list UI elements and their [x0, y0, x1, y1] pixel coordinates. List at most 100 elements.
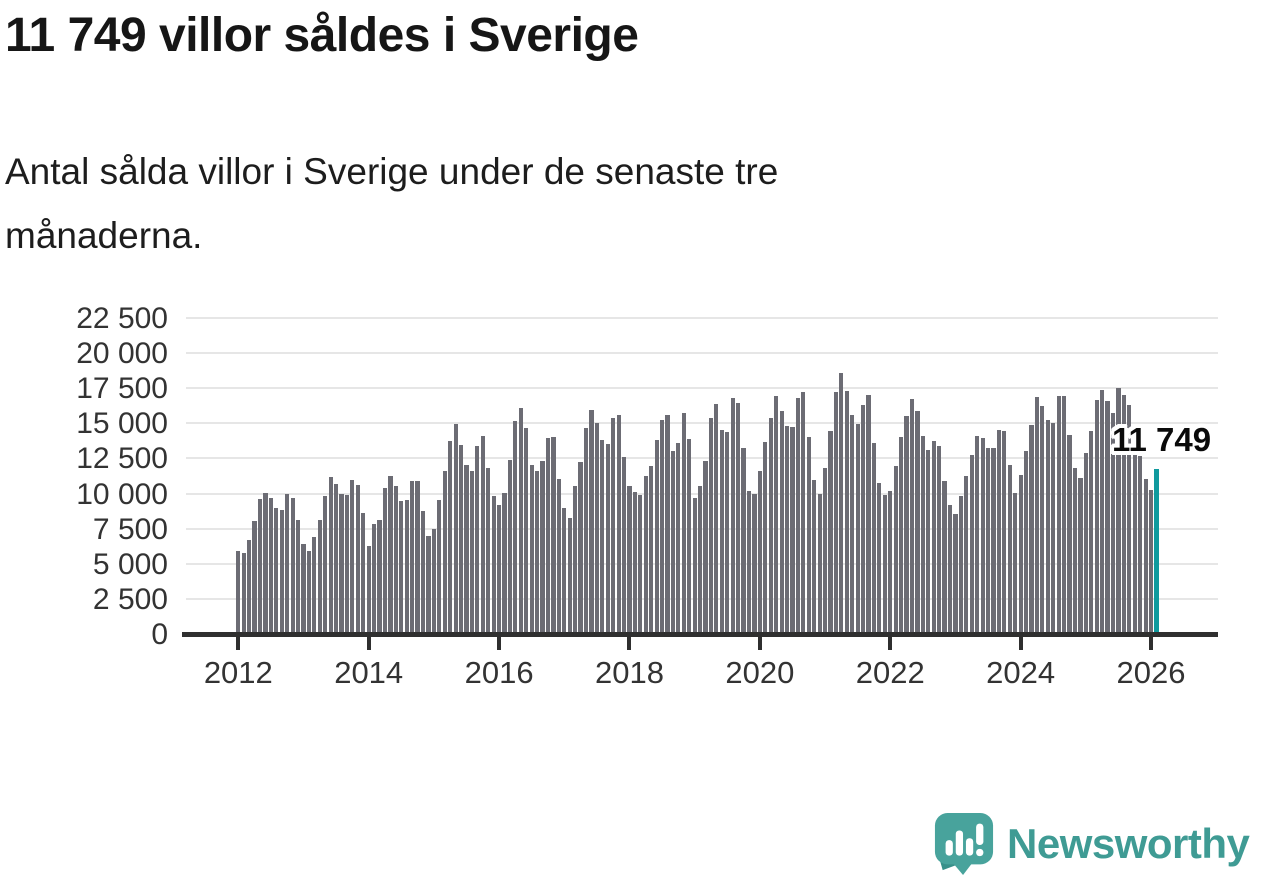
bar — [915, 411, 920, 634]
y-tick-label: 7 500 — [92, 512, 168, 546]
bar — [757, 471, 762, 634]
gridline — [186, 457, 1218, 460]
bar — [404, 499, 409, 634]
bar — [638, 494, 643, 634]
bar — [1121, 394, 1126, 634]
bar — [496, 504, 502, 634]
bar — [991, 447, 996, 634]
bar — [366, 546, 371, 634]
bar — [719, 429, 724, 634]
bar — [659, 419, 665, 634]
bar — [388, 476, 393, 634]
bar — [681, 412, 686, 634]
bar — [632, 492, 637, 634]
bar — [464, 464, 469, 634]
bar — [372, 524, 377, 634]
bar — [616, 414, 621, 634]
y-tick-label: 5 000 — [92, 547, 168, 581]
bar — [535, 471, 540, 634]
bar — [741, 447, 746, 634]
bar — [247, 539, 252, 634]
bar — [274, 508, 279, 634]
x-tick-label: 2016 — [464, 655, 534, 690]
bar — [763, 442, 768, 634]
bar — [295, 519, 301, 634]
bar — [573, 485, 578, 634]
bar — [241, 553, 246, 634]
bar — [958, 496, 963, 634]
bar — [285, 494, 290, 634]
bar — [611, 417, 616, 634]
bar — [556, 478, 561, 634]
bar — [860, 404, 866, 634]
bar — [410, 481, 415, 634]
bar — [1018, 475, 1023, 634]
bar — [453, 423, 458, 634]
x-axis-tick — [627, 637, 632, 650]
bar — [676, 442, 681, 634]
bar — [725, 432, 730, 634]
bar — [1023, 451, 1029, 634]
bar — [475, 446, 480, 634]
bar — [355, 485, 360, 634]
bar — [437, 499, 442, 634]
x-tick-label: 2022 — [855, 655, 925, 690]
y-tick-label: 2 500 — [92, 582, 168, 616]
bar — [524, 428, 529, 634]
bar — [1045, 419, 1050, 634]
bar — [1105, 401, 1110, 634]
bar — [866, 394, 871, 634]
bar — [985, 447, 991, 634]
bar — [312, 537, 317, 634]
bar — [833, 392, 839, 634]
y-tick-label: 0 — [151, 618, 168, 651]
bar — [844, 390, 849, 634]
bar — [654, 439, 659, 634]
bar — [1051, 422, 1056, 634]
chart-subtitle: Antal sålda villor i Sverige under de se… — [5, 151, 779, 256]
bar — [290, 498, 295, 634]
bar — [1078, 477, 1083, 634]
bar — [377, 519, 382, 634]
x-axis-tick — [1149, 637, 1154, 650]
bar — [469, 471, 474, 634]
bar — [850, 414, 855, 634]
bar — [491, 496, 496, 634]
bar — [687, 438, 692, 634]
x-axis-tick — [757, 637, 762, 650]
bar — [1100, 390, 1105, 634]
bar — [1110, 412, 1116, 634]
bar — [947, 504, 953, 634]
bar — [594, 423, 599, 634]
bar — [643, 476, 648, 634]
bar — [545, 437, 551, 634]
x-tick-label: 2014 — [334, 655, 404, 690]
bar — [431, 528, 436, 634]
y-tick-label: 12 500 — [76, 442, 168, 476]
bar — [1138, 455, 1143, 634]
bar — [942, 481, 947, 634]
bar — [714, 403, 719, 634]
bar — [1132, 426, 1137, 634]
bar — [871, 442, 877, 634]
bar — [768, 417, 773, 634]
bar — [518, 407, 523, 634]
bar — [784, 426, 790, 634]
x-axis-tick — [497, 637, 502, 650]
bar — [567, 517, 572, 634]
bar — [578, 461, 583, 634]
bar — [1007, 464, 1012, 634]
y-tick-label: 10 000 — [76, 477, 168, 511]
bar — [317, 519, 322, 634]
bar — [502, 492, 507, 634]
bar — [839, 372, 844, 634]
bar — [1040, 406, 1045, 634]
bar — [746, 490, 752, 634]
bar — [1089, 431, 1094, 634]
bar — [393, 485, 398, 634]
bar — [703, 460, 708, 634]
bar — [774, 395, 779, 634]
bar — [507, 459, 513, 634]
bar — [980, 437, 985, 634]
bar — [333, 484, 339, 634]
